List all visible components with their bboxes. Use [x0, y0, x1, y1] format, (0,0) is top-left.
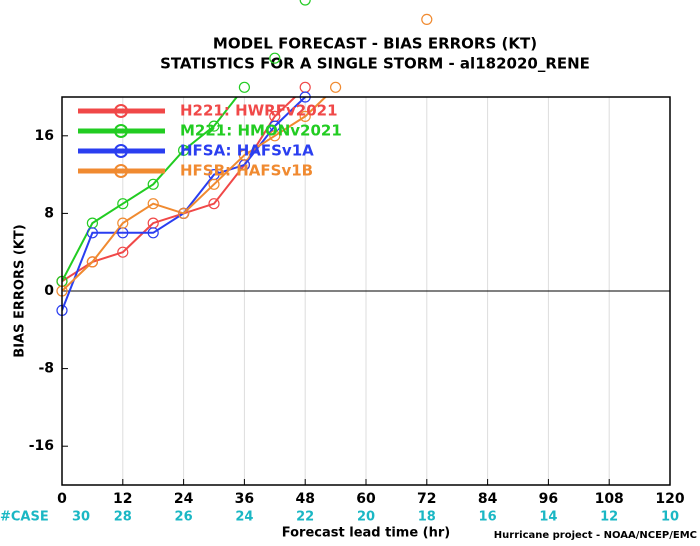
case-count: 20 — [357, 510, 375, 525]
x-tick-label: 60 — [356, 491, 376, 507]
y-tick-label: 8 — [44, 205, 54, 221]
series-marker — [178, 207, 190, 219]
series-line — [62, 97, 239, 282]
series-marker — [147, 198, 159, 210]
series-marker — [299, 81, 311, 93]
case-count: 10 — [661, 510, 679, 525]
series-marker — [208, 198, 220, 210]
x-tick-label: 24 — [174, 491, 194, 507]
legend-label: M221: HMONv2021 — [180, 122, 342, 140]
y-axis-label: BIAS ERRORS (KT) — [13, 224, 28, 357]
series-marker — [117, 198, 129, 210]
series-marker — [178, 144, 190, 156]
case-count: 18 — [418, 510, 436, 525]
series-marker — [208, 178, 220, 190]
legend-marker — [114, 164, 128, 178]
y-tick-label: 0 — [44, 283, 54, 299]
x-tick-label: 96 — [539, 491, 558, 507]
x-tick-label: 108 — [595, 491, 624, 507]
chart-title: MODEL FORECAST - BIAS ERRORS (KT) — [213, 35, 537, 53]
case-count: 24 — [235, 510, 253, 525]
case-count: 16 — [479, 510, 497, 525]
series-marker — [147, 178, 159, 190]
series-marker — [269, 130, 281, 142]
case-count: 12 — [600, 510, 618, 525]
case-count: 14 — [539, 510, 557, 525]
case-count: 26 — [175, 510, 193, 525]
series-marker — [147, 227, 159, 239]
credit: Hurricane project - NOAA/NCEP/EMC — [494, 530, 697, 541]
x-tick-label: 72 — [417, 491, 436, 507]
x-tick-label: 0 — [57, 491, 67, 507]
x-tick-label: 84 — [478, 491, 498, 507]
case-label: #CASE — [0, 510, 49, 525]
plot-frame — [61, 96, 671, 486]
legend-label: HFSA: HAFSv1A — [180, 142, 314, 160]
x-axis-label: Forecast lead time (hr) — [282, 526, 450, 541]
case-count: 30 — [72, 510, 90, 525]
series-marker — [86, 256, 99, 268]
case-count: 28 — [114, 510, 132, 525]
legend-marker — [114, 104, 128, 118]
legend-label: HFSB: HAFSv1B — [180, 162, 313, 180]
series-marker — [299, 110, 311, 123]
series-marker — [238, 81, 250, 93]
legend-label: H221: HWRFv2021 — [180, 102, 338, 120]
legend-marker — [114, 124, 128, 138]
series-marker — [117, 217, 129, 229]
series-marker — [330, 81, 342, 93]
series-marker — [299, 0, 311, 6]
x-tick-label: 48 — [295, 491, 314, 507]
series-marker — [269, 52, 281, 64]
series-marker — [238, 149, 250, 161]
y-tick-label: -8 — [38, 361, 54, 377]
y-tick-label: 16 — [35, 128, 54, 144]
case-count: 22 — [296, 510, 314, 525]
series-marker — [86, 227, 99, 239]
x-tick-label: 120 — [655, 491, 684, 507]
series-marker — [421, 13, 433, 25]
series-marker — [208, 120, 220, 132]
y-tick-label: -16 — [29, 438, 54, 454]
legend-marker — [114, 144, 128, 158]
x-tick-label: 36 — [235, 491, 254, 507]
chart-subtitle: STATISTICS FOR A SINGLE STORM - al182020… — [160, 55, 590, 73]
series-marker — [117, 246, 129, 258]
x-tick-label: 12 — [113, 491, 132, 507]
